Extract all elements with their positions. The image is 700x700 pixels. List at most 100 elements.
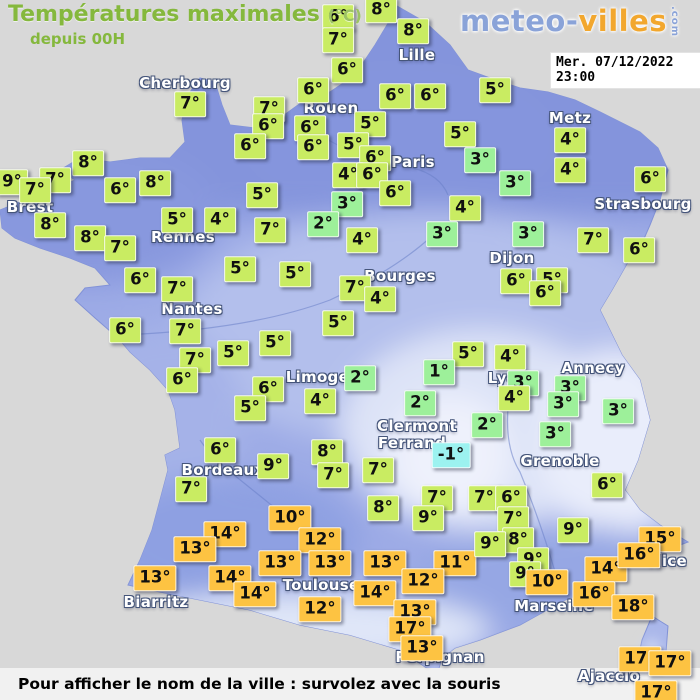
temp-label[interactable]: 4° (204, 207, 236, 233)
temp-label[interactable]: 6° (634, 166, 666, 192)
temp-label[interactable]: 10° (268, 505, 312, 531)
temp-label[interactable]: 9° (474, 531, 506, 557)
temp-label[interactable]: 4° (304, 388, 336, 414)
temp-label[interactable]: 3° (547, 391, 579, 417)
temp-label[interactable]: 5° (161, 207, 193, 233)
temp-label[interactable]: 7° (161, 276, 193, 302)
temp-label[interactable]: 6° (322, 4, 354, 30)
temp-label[interactable]: 17° (634, 680, 678, 700)
temp-label[interactable]: 6° (356, 162, 388, 188)
temp-label[interactable]: 3° (539, 421, 571, 447)
temp-label[interactable]: -1° (431, 442, 471, 468)
temp-label[interactable]: 6° (331, 57, 363, 83)
temp-label[interactable]: 9° (557, 517, 589, 543)
temp-label[interactable]: 7° (19, 177, 51, 203)
temp-label[interactable]: 14° (233, 581, 277, 607)
temp-label[interactable]: 10° (525, 569, 569, 595)
temp-label[interactable]: 6° (297, 134, 329, 160)
temp-label[interactable]: 8° (397, 18, 429, 44)
temp-label[interactable]: 2° (404, 390, 436, 416)
temp-label[interactable]: 8° (365, 0, 397, 23)
temp-label[interactable]: 5° (279, 261, 311, 287)
temp-label[interactable]: 11° (433, 550, 477, 576)
temp-label[interactable]: 17° (648, 650, 692, 676)
temp-label[interactable]: 1° (423, 359, 455, 385)
temp-label[interactable]: 14° (203, 521, 247, 547)
temp-label[interactable]: 6° (109, 317, 141, 343)
temp-label[interactable]: 7° (317, 462, 349, 488)
temp-label[interactable]: 13° (400, 635, 444, 661)
temp-label[interactable]: 5° (479, 77, 511, 103)
temp-label[interactable]: 6° (252, 113, 284, 139)
temp-label[interactable]: 12° (298, 596, 342, 622)
temp-label[interactable]: 8° (74, 225, 106, 251)
temp-label[interactable]: 5° (259, 330, 291, 356)
temp-label[interactable]: 14° (353, 580, 397, 606)
temp-label[interactable]: 5° (246, 182, 278, 208)
site-logo[interactable]: meteo-villes .com (460, 4, 680, 38)
temp-label[interactable]: 7° (322, 27, 354, 53)
temp-label[interactable]: 6° (166, 367, 198, 393)
temp-label[interactable]: 4° (494, 344, 526, 370)
temp-label[interactable]: 4° (364, 286, 396, 312)
temp-label[interactable]: 7° (169, 318, 201, 344)
temp-label[interactable]: 7° (174, 91, 206, 117)
temp-label[interactable]: 5° (444, 121, 476, 147)
temp-label[interactable]: 5° (217, 340, 249, 366)
temp-label[interactable]: 6° (124, 267, 156, 293)
temp-label[interactable]: 16° (572, 581, 616, 607)
temp-label[interactable]: 7° (362, 457, 394, 483)
temp-label[interactable]: 4° (498, 385, 530, 411)
temp-label[interactable]: 5° (452, 341, 484, 367)
temp-label[interactable]: 7° (179, 347, 211, 373)
temp-label[interactable]: 5° (234, 395, 266, 421)
temp-label[interactable]: 13° (258, 550, 302, 576)
temp-label[interactable]: 6° (104, 177, 136, 203)
temp-label[interactable]: 3° (499, 170, 531, 196)
temp-label[interactable]: 4° (346, 227, 378, 253)
temp-label[interactable]: 7° (577, 227, 609, 253)
temp-label[interactable]: 13° (133, 565, 177, 591)
temp-label[interactable]: 12° (401, 568, 445, 594)
temp-label[interactable]: 3° (512, 221, 544, 247)
temp-label[interactable]: 16° (617, 542, 661, 568)
temp-label[interactable]: 3° (426, 221, 458, 247)
temp-label[interactable]: 3° (602, 398, 634, 424)
temp-label[interactable]: 2° (344, 365, 376, 391)
temp-label[interactable]: 6° (529, 280, 561, 306)
temp-label[interactable]: 7° (339, 275, 371, 301)
temp-label[interactable]: 6° (379, 83, 411, 109)
temp-label[interactable]: 2° (307, 211, 339, 237)
temp-label[interactable]: 6° (297, 77, 329, 103)
temp-label[interactable]: 17° (388, 616, 432, 642)
temp-label[interactable]: 7° (175, 476, 207, 502)
temp-label[interactable]: 3° (464, 147, 496, 173)
temp-label[interactable]: 6° (591, 472, 623, 498)
temp-label[interactable]: 7° (104, 235, 136, 261)
temp-label[interactable]: 8° (311, 439, 343, 465)
temp-label[interactable]: 8° (34, 212, 66, 238)
temp-label[interactable]: 6° (623, 237, 655, 263)
temp-label[interactable]: 4° (554, 127, 586, 153)
temp-label[interactable]: 7° (254, 217, 286, 243)
temp-label[interactable]: 6° (379, 180, 411, 206)
temp-label[interactable]: 13° (173, 536, 217, 562)
temp-label[interactable]: 6° (234, 133, 266, 159)
temp-label[interactable]: 14° (584, 556, 628, 582)
temp-label[interactable]: 18° (611, 594, 655, 620)
temp-label[interactable]: 8° (367, 495, 399, 521)
temp-label[interactable]: 13° (363, 550, 407, 576)
temp-label[interactable]: 5° (322, 310, 354, 336)
temp-label[interactable]: 9° (412, 505, 444, 531)
temp-label[interactable]: 9° (257, 453, 289, 479)
temp-label[interactable]: 5° (224, 256, 256, 282)
temp-label[interactable]: 6° (204, 437, 236, 463)
temp-label[interactable]: 4° (554, 157, 586, 183)
temp-label[interactable]: 2° (471, 412, 503, 438)
temp-label[interactable]: 8° (72, 150, 104, 176)
temp-label[interactable]: 6° (414, 83, 446, 109)
temp-label[interactable]: 4° (449, 195, 481, 221)
temp-label[interactable]: 12° (298, 527, 342, 553)
temp-label[interactable]: 6° (500, 268, 532, 294)
temp-label[interactable]: 7° (468, 485, 500, 511)
